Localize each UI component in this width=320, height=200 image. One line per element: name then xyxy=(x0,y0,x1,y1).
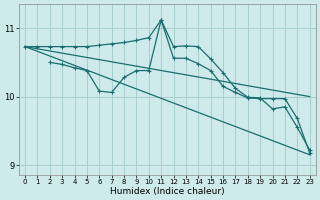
X-axis label: Humidex (Indice chaleur): Humidex (Indice chaleur) xyxy=(110,187,225,196)
